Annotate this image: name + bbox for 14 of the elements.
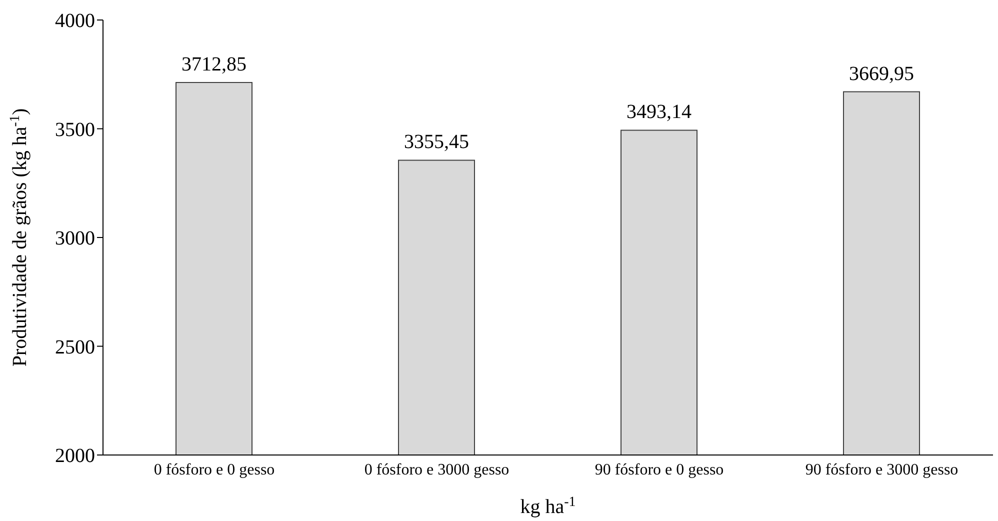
- x-axis-title: kg ha$^{-1}$: [520, 494, 576, 518]
- data-label: 3493,14: [626, 101, 692, 124]
- x-tick-label: 0 fósforo e 3000 gesso: [364, 461, 510, 478]
- x-tick-label: 90 fósforo e 3000 gesso: [805, 461, 958, 478]
- y-tick-label: 4000: [55, 10, 95, 32]
- y-tick-label: 3500: [55, 118, 95, 141]
- data-label: 3669,95: [849, 62, 914, 85]
- x-tick-label: 90 fósforo e 0 gesso: [594, 461, 724, 478]
- data-label: 3712,85: [182, 53, 246, 76]
- y-tick-label: 2000: [55, 445, 95, 468]
- x-tick-label: 0 fósforo e 0 gesso: [154, 461, 275, 478]
- data-label: 3355,45: [404, 131, 469, 154]
- y-tick-label: 3000: [55, 228, 95, 250]
- y-tick-label: 2500: [55, 336, 95, 358]
